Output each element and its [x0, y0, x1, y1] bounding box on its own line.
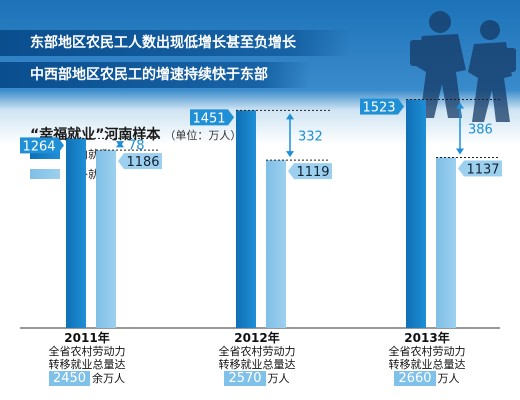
- caption-line-1: 全省农村劳动力: [218, 345, 296, 358]
- total-value: 2450: [48, 371, 91, 386]
- value-label-out-2: 1137: [466, 162, 499, 177]
- bar-in-province-0: [66, 138, 86, 328]
- value-box-in-2: [360, 98, 398, 115]
- caption-line-1: 全省农村劳动力: [388, 345, 466, 358]
- value-pointer-out-2: [458, 160, 464, 177]
- bar-out-province-0: [96, 150, 116, 328]
- year-caption-block-0: 2011年 全省农村劳动力 转移就业总量达 2450 余万人: [32, 331, 142, 386]
- soldier-silhouettes-graphic: [410, 11, 516, 122]
- bar-out-province-1: [266, 160, 286, 328]
- value-pointer-in-2: [398, 98, 404, 115]
- chart-title: “幸福就业”河南样本 （单位：万人）: [30, 124, 241, 144]
- total-row: 2660 万人: [372, 371, 482, 386]
- bar-out-province-2: [436, 157, 456, 328]
- year-label: 2012年: [234, 331, 280, 345]
- total-unit: 万人: [437, 372, 460, 385]
- year-caption-block-1: 2012年 全省农村劳动力 转移就业总量达 2570 万人: [202, 331, 312, 386]
- value-label-out-0: 1186: [126, 155, 159, 170]
- diff-arrow-down-1: [286, 151, 294, 158]
- year-label: 2011年: [64, 331, 110, 345]
- year-caption-block-2: 2013年 全省农村劳动力 转移就业总量达 2660 万人: [372, 331, 482, 386]
- headline-midwest-growth: 中西部地区农民工的增速持续快于东部: [0, 62, 310, 88]
- total-unit: 余万人: [92, 372, 126, 385]
- value-pointer-in-1: [228, 109, 234, 126]
- value-box-out-2: [464, 160, 502, 177]
- bar-in-province-1: [236, 110, 256, 328]
- chart-unit: （单位：万人）: [164, 129, 242, 142]
- caption-line-2: 转移就业总量达: [48, 358, 126, 371]
- value-label-in-0: 1264: [22, 139, 55, 154]
- caption-line-1: 全省农村劳动力: [48, 345, 126, 358]
- value-label-in-1: 1451: [192, 111, 225, 126]
- total-row: 2570 万人: [202, 371, 312, 386]
- diff-arrow-down-0: [116, 141, 124, 148]
- diff-arrow-down-2: [456, 148, 464, 155]
- value-pointer-in-0: [58, 137, 64, 154]
- value-box-out-0: [124, 153, 162, 170]
- total-row: 2450 余万人: [32, 371, 142, 386]
- value-box-in-1: [190, 109, 228, 126]
- legend-swatch-in-province: [30, 149, 60, 159]
- year-label: 2013年: [404, 331, 450, 345]
- diff-arrow-up-1: [286, 113, 294, 120]
- total-value: 2660: [394, 371, 436, 386]
- total-unit: 万人: [267, 372, 290, 385]
- caption-line-2: 转移就业总量达: [218, 358, 296, 371]
- bar-in-province-2: [406, 99, 426, 328]
- headline-east-growth: 东部地区农民工人数出现低增长甚至负增长: [0, 30, 350, 56]
- chart-title-text: “幸福就业”河南样本: [30, 127, 161, 143]
- caption-line-2: 转移就业总量达: [388, 358, 466, 371]
- value-box-out-1: [294, 163, 332, 180]
- value-label-out-1: 1119: [296, 165, 329, 180]
- diff-label-0: 78: [128, 138, 145, 153]
- legend-swatch-out-province: [30, 169, 60, 179]
- value-box-in-0: [20, 137, 58, 154]
- diff-label-2: 386: [468, 123, 493, 138]
- diff-arrow-up-2: [456, 102, 464, 109]
- value-pointer-out-1: [288, 163, 294, 180]
- value-pointer-out-0: [118, 153, 124, 170]
- total-value: 2570: [224, 371, 266, 386]
- value-label-in-2: 1523: [362, 101, 395, 116]
- diff-label-1: 332: [298, 129, 323, 144]
